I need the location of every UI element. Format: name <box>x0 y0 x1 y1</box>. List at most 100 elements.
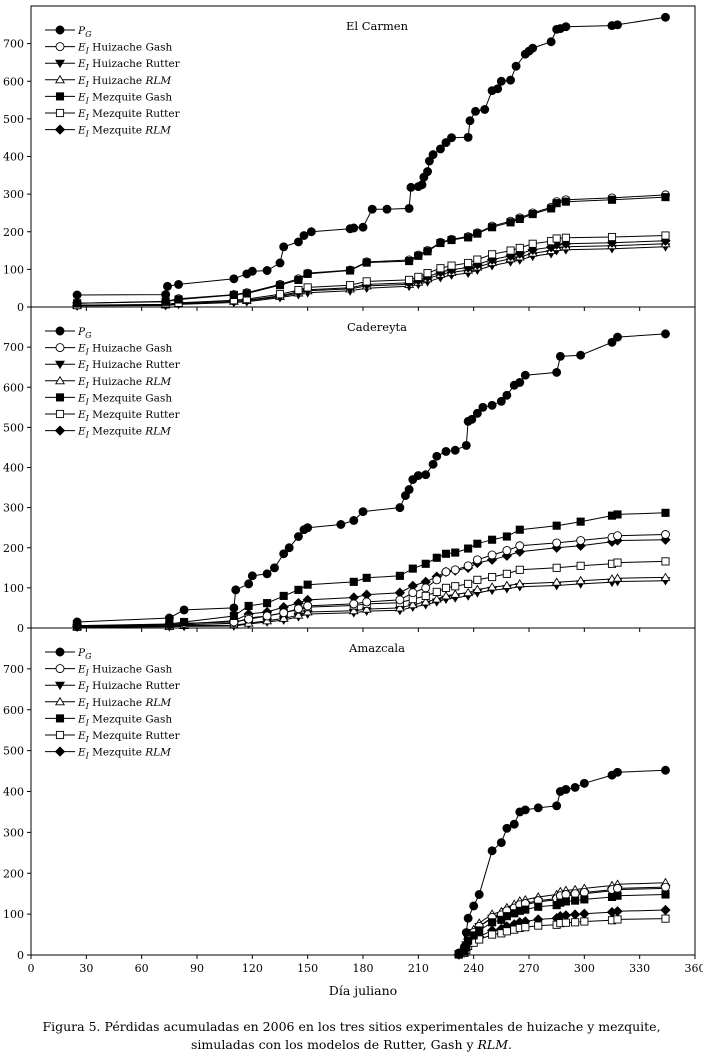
data-point <box>303 269 312 278</box>
data-point <box>431 594 442 603</box>
legend-marker <box>55 375 65 385</box>
data-point <box>534 921 543 930</box>
data-point <box>362 277 371 286</box>
data-point <box>488 572 497 582</box>
data-point <box>349 516 359 525</box>
data-point <box>570 782 580 792</box>
legend-marker <box>55 409 65 419</box>
data-point <box>613 531 622 541</box>
data-point <box>463 561 473 571</box>
data-point <box>346 266 355 275</box>
data-point <box>421 583 431 593</box>
data-point <box>349 577 358 586</box>
data-point <box>432 451 442 461</box>
data-point <box>346 281 355 290</box>
data-point <box>561 918 570 927</box>
data-point <box>661 765 670 775</box>
data-point <box>488 930 497 939</box>
legend-marker <box>55 92 65 101</box>
data-point <box>660 904 671 916</box>
data-point <box>229 274 239 284</box>
data-point <box>361 604 372 613</box>
legend-label-PG: PG <box>77 326 92 340</box>
data-point <box>464 579 473 588</box>
data-point <box>447 235 456 245</box>
data-point <box>180 617 189 627</box>
panel-amazcala: 0 100 200 300 400 500 600 700 0 30 60 90 120 150 180 21… <box>3 627 703 998</box>
data-point <box>473 575 482 584</box>
data-point <box>520 805 530 815</box>
data-point <box>552 367 562 377</box>
data-point <box>607 195 617 204</box>
data-point <box>613 891 622 900</box>
data-point <box>436 264 445 273</box>
data-point <box>579 888 589 897</box>
data-point <box>515 243 524 252</box>
data-point <box>284 543 294 553</box>
data-point <box>515 377 525 387</box>
y-tick-label: 600 <box>3 704 24 717</box>
data-point <box>293 237 303 247</box>
data-point <box>395 595 405 605</box>
data-point <box>521 905 530 914</box>
y-tick-label: 600 <box>3 381 24 394</box>
data-point <box>472 408 482 418</box>
data-point <box>506 246 515 255</box>
legend: PG EI Huizache Gash EI Huizache Rutter EI H… <box>45 326 181 440</box>
data-point <box>607 337 617 347</box>
data-point <box>561 890 571 899</box>
data-point <box>555 351 565 361</box>
data-point <box>488 223 497 232</box>
data-point <box>528 239 537 248</box>
legend-label-MR: EI Mezquite Rutter <box>77 730 181 744</box>
data-point <box>407 599 418 609</box>
data-point <box>533 803 543 813</box>
data-point <box>174 295 183 304</box>
x-tick-label: 150 <box>297 962 318 975</box>
data-point <box>302 607 313 616</box>
legend-label-HG: EI Huizache Gash <box>77 343 172 357</box>
data-point <box>502 912 511 921</box>
panel-frame <box>30 627 696 956</box>
data-point <box>441 138 451 148</box>
data-point <box>174 279 184 289</box>
x-tick-label: 330 <box>629 962 650 975</box>
data-point <box>506 218 515 227</box>
legend-marker <box>55 664 65 674</box>
data-point <box>515 565 524 574</box>
legend-marker <box>55 42 65 52</box>
y-tick-label: 100 <box>3 263 24 276</box>
data-point <box>275 290 285 299</box>
x-axis-label: Día juliano <box>329 983 397 998</box>
data-point <box>547 204 556 213</box>
data-point <box>570 889 580 899</box>
data-point <box>576 536 586 545</box>
data-point <box>561 233 570 242</box>
data-point <box>552 563 561 572</box>
series-MG <box>73 193 670 308</box>
data-point <box>275 281 285 290</box>
data-point <box>450 445 460 455</box>
data-point <box>161 297 170 306</box>
data-point <box>299 231 309 240</box>
data-point <box>262 569 272 579</box>
data-point <box>244 601 253 610</box>
data-point <box>576 561 585 570</box>
panel-el-carmen: 0 100 200 300 400 500 600 700 El Carmen PG EI Huiz… <box>3 5 696 314</box>
data-point <box>450 589 461 598</box>
data-point <box>607 232 617 242</box>
data-point <box>432 575 442 585</box>
legend-label-HL: EI Huizache RLM <box>77 697 171 711</box>
legend-marker <box>55 108 65 118</box>
data-point <box>362 258 371 267</box>
data-point <box>358 507 368 517</box>
legend-marker <box>55 647 65 657</box>
data-point <box>496 838 506 848</box>
legend-label-HL: EI Huizache RLM <box>77 75 171 89</box>
x-tick-label: 300 <box>574 962 595 975</box>
legend-marker <box>55 681 65 691</box>
data-point <box>473 229 482 238</box>
data-point <box>349 599 359 609</box>
data-point <box>421 591 430 600</box>
data-point <box>423 167 433 177</box>
